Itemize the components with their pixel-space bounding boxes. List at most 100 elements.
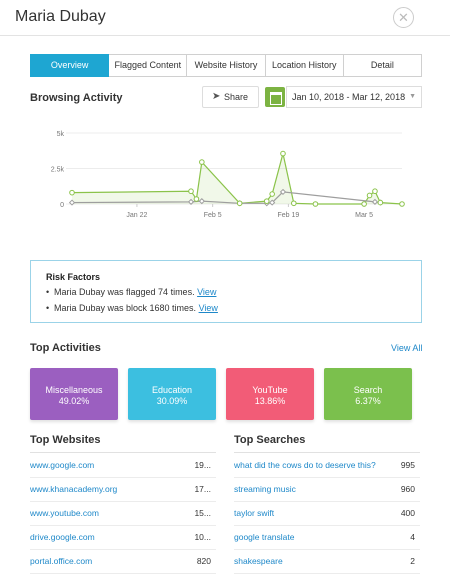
search-count: 400 bbox=[400, 508, 415, 518]
chart-point-green bbox=[377, 199, 384, 206]
tab-overview[interactable]: Overview bbox=[30, 54, 110, 77]
search-row: streaming music 960 bbox=[234, 478, 420, 502]
close-icon[interactable]: ✕ bbox=[393, 7, 414, 28]
tab-website-history[interactable]: Website History bbox=[187, 54, 266, 77]
chart-x-tick-label: Jan 22 bbox=[126, 212, 147, 219]
search-row: shakespeare 2 bbox=[234, 550, 420, 574]
search-row: google translate 4 bbox=[234, 526, 420, 550]
tab-flagged-content[interactable]: Flagged Content bbox=[109, 54, 188, 77]
top-websites-title: Top Websites bbox=[30, 434, 101, 446]
chart-point-grey bbox=[371, 198, 379, 205]
chart-point-green bbox=[263, 198, 270, 204]
chart-x-tick-label: Feb 5 bbox=[204, 212, 222, 219]
chart-point-grey bbox=[68, 199, 76, 206]
website-link[interactable]: www.youtube.com bbox=[30, 508, 99, 518]
chart-point-grey bbox=[269, 199, 276, 206]
date-range-value: Jan 10, 2018 - Mar 12, 2018 bbox=[292, 92, 406, 102]
activity-percent: 6.37% bbox=[355, 396, 381, 406]
activity-card-miscellaneous[interactable]: Miscellaneous 49.02% bbox=[30, 368, 118, 420]
browsing-activity-chart: 5k 2.5k 0 Jan 22 Feb 5 Feb 19 Mar 5 bbox=[51, 131, 405, 219]
activity-percent: 30.09% bbox=[156, 396, 188, 406]
activity-percent: 49.02% bbox=[58, 396, 90, 406]
browsing-activity-title: Browsing Activity bbox=[30, 92, 123, 104]
calendar-icon[interactable] bbox=[265, 87, 285, 107]
view-link[interactable]: View bbox=[198, 303, 218, 313]
date-range-select[interactable]: Jan 10, 2018 - Mar 12, 2018 ▼ bbox=[286, 86, 422, 108]
chart-x-ticks: Jan 22 Feb 5 Feb 19 Mar 5 bbox=[126, 212, 373, 219]
chart-series bbox=[68, 150, 405, 207]
risk-item: • Maria Dubay was block 1680 times. View bbox=[46, 303, 218, 313]
risk-factors-panel: Risk Factors • Maria Dubay was flagged 74… bbox=[30, 260, 422, 323]
chart-point-green bbox=[188, 188, 194, 195]
chart-y-tick-label: 5k bbox=[57, 131, 65, 138]
activity-card-youtube[interactable]: YouTube 13.86% bbox=[226, 368, 314, 420]
risk-item-text: Maria Dubay was flagged 74 times. bbox=[54, 287, 195, 297]
website-count: 15... bbox=[194, 508, 211, 518]
risk-factors-title: Risk Factors bbox=[46, 272, 101, 282]
chart-point-green bbox=[372, 188, 378, 195]
activity-card-search[interactable]: Search 6.37% bbox=[324, 368, 412, 420]
chart-point-grey bbox=[187, 198, 195, 205]
tab-location-history[interactable]: Location History bbox=[265, 54, 344, 77]
chart-point-green bbox=[291, 200, 297, 207]
search-term-link[interactable]: what did the cows do to deserve this? bbox=[234, 460, 376, 470]
divider bbox=[30, 452, 216, 453]
activity-label: YouTube bbox=[252, 385, 288, 395]
website-count: 19... bbox=[194, 460, 211, 470]
chart-area-green bbox=[72, 153, 402, 204]
tab-detail[interactable]: Detail bbox=[343, 54, 423, 77]
search-term-link[interactable]: shakespeare bbox=[234, 556, 283, 566]
view-link[interactable]: View bbox=[197, 287, 217, 297]
top-searches-title: Top Searches bbox=[234, 434, 306, 446]
chevron-down-icon: ▼ bbox=[409, 93, 416, 100]
website-count: 10... bbox=[194, 532, 211, 542]
paper-plane-icon: ➤ bbox=[212, 91, 221, 102]
view-all-link[interactable]: View All bbox=[391, 343, 423, 353]
profile-header: Maria Dubay ✕ bbox=[0, 0, 450, 36]
share-button[interactable]: ➤ Share bbox=[202, 86, 259, 108]
chart-point-green bbox=[199, 159, 205, 165]
search-count: 4 bbox=[410, 532, 415, 542]
activity-card-education[interactable]: Education 30.09% bbox=[128, 368, 216, 420]
search-count: 960 bbox=[400, 484, 415, 494]
chart-y-tick-label: 2.5k bbox=[51, 167, 65, 174]
website-row: www.youtube.com 15... bbox=[30, 502, 216, 526]
tab-bar: Overview Flagged Content Website History… bbox=[30, 54, 423, 77]
website-link[interactable]: www.khanacademy.org bbox=[30, 484, 118, 494]
divider bbox=[234, 452, 420, 453]
search-term-link[interactable]: streaming music bbox=[234, 484, 296, 494]
website-row: www.google.com 19... bbox=[30, 454, 216, 478]
chart-y-tick-label: 0 bbox=[60, 202, 64, 209]
chart-point-grey bbox=[279, 188, 287, 196]
chart-point-green bbox=[69, 189, 75, 196]
user-name: Maria Dubay bbox=[15, 8, 106, 25]
chart-point-green bbox=[193, 196, 200, 202]
chart-point-green bbox=[399, 201, 405, 207]
chart-grid bbox=[66, 132, 402, 207]
website-count: 17... bbox=[194, 484, 211, 494]
risk-item: • Maria Dubay was flagged 74 times. View bbox=[46, 287, 216, 297]
bullet: • bbox=[46, 303, 50, 313]
chart-point-green bbox=[280, 150, 286, 157]
activity-percent: 13.86% bbox=[254, 396, 286, 406]
bullet: • bbox=[46, 287, 50, 297]
activity-label: Education bbox=[151, 385, 193, 395]
website-count: 820 bbox=[196, 556, 211, 566]
search-count: 2 bbox=[410, 556, 415, 566]
chart-x-tick-label: Mar 5 bbox=[355, 212, 373, 219]
activity-cards: Miscellaneous 49.02% Education 30.09% Yo… bbox=[30, 368, 422, 420]
top-activities-title: Top Activities bbox=[30, 342, 101, 354]
website-row: www.khanacademy.org 17... bbox=[30, 478, 216, 502]
chart-point-green bbox=[366, 192, 373, 199]
search-term-link[interactable]: taylor swift bbox=[234, 508, 275, 518]
risk-item-text: Maria Dubay was block 1680 times. bbox=[54, 303, 197, 313]
website-link[interactable]: www.google.com bbox=[30, 460, 95, 470]
search-row: what did the cows do to deserve this? 99… bbox=[234, 454, 420, 478]
website-link[interactable]: drive.google.com bbox=[30, 532, 95, 542]
search-term-link[interactable]: google translate bbox=[234, 532, 295, 542]
search-row: taylor swift 400 bbox=[234, 502, 420, 526]
website-link[interactable]: portal.office.com bbox=[30, 556, 93, 566]
share-label: Share bbox=[223, 92, 248, 102]
chart-point-green bbox=[312, 201, 319, 207]
activity-label: Miscellaneous bbox=[45, 385, 103, 395]
